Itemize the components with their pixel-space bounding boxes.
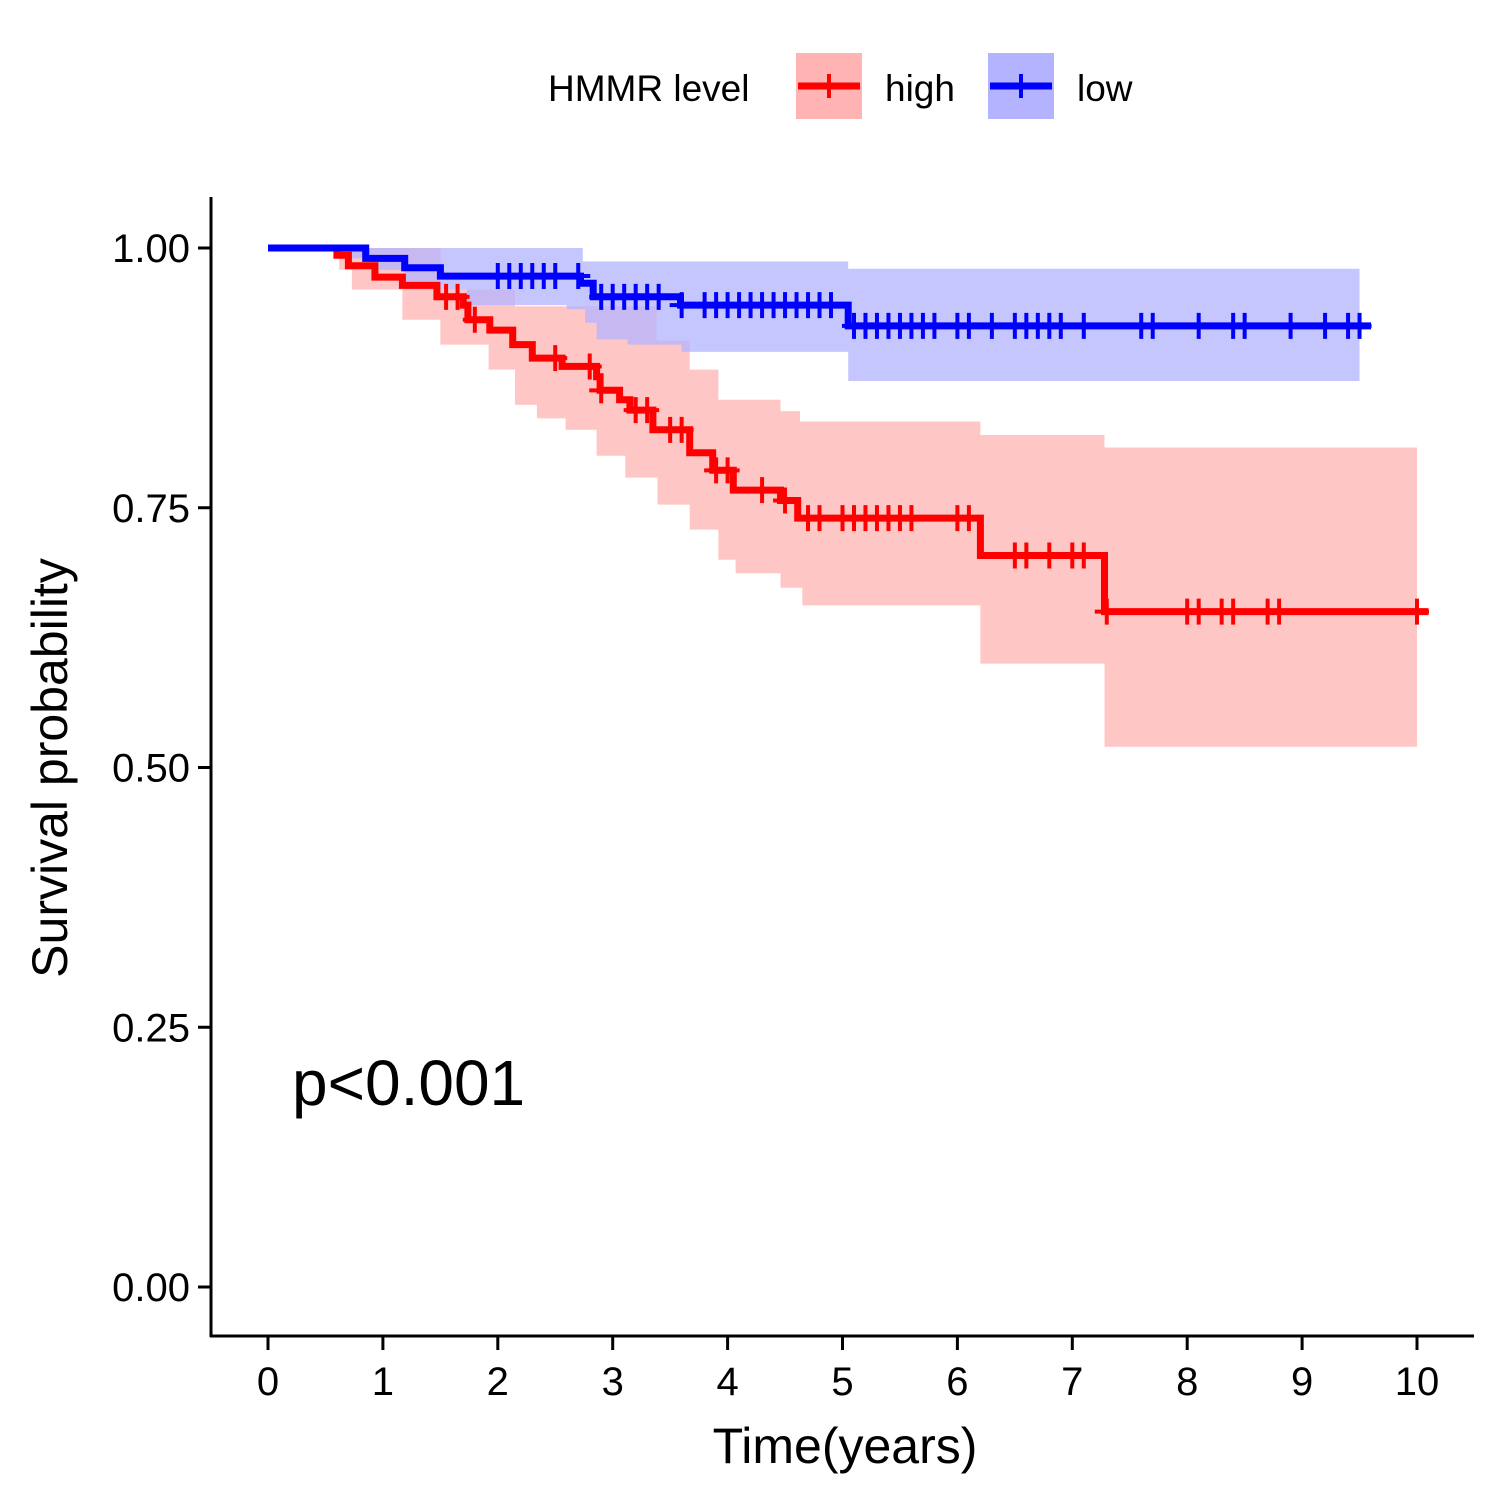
censor-mark-high [577, 353, 602, 380]
legend-key-low [988, 53, 1054, 119]
censor-mark-low [1347, 312, 1372, 339]
y-ticks: 0.00 0.25 0.50 0.75 1.00 [112, 227, 211, 1310]
censor-mark-low [956, 312, 981, 339]
censor-mark-low [1278, 312, 1303, 339]
p-value-annotation: p<0.001 [292, 1047, 525, 1119]
censor-mark-high [1221, 598, 1246, 625]
censor-mark-high [1094, 598, 1119, 625]
censor-mark-high [1071, 542, 1096, 569]
censor-mark-high [715, 457, 740, 484]
censor-mark-low [566, 263, 591, 290]
y-tick-label: 0.75 [112, 487, 190, 531]
confidence-bands [268, 248, 1417, 747]
censor-mark-high [589, 377, 614, 404]
y-tick-label: 0.50 [112, 747, 190, 791]
censor-mark-low [979, 312, 1004, 339]
legend: HMMR level high low [548, 53, 1133, 119]
censor-mark-high [462, 306, 487, 333]
legend-label-low: low [1077, 68, 1133, 109]
censor-mark-low [819, 292, 844, 319]
x-tick-label: 0 [257, 1360, 279, 1404]
censor-mark-low [1186, 312, 1211, 339]
ci-band-high [268, 248, 1417, 747]
x-tick-label: 5 [831, 1360, 853, 1404]
x-tick-label: 3 [602, 1360, 624, 1404]
censor-mark-high [1014, 542, 1039, 569]
y-axis-label: Survival probability [22, 558, 78, 978]
y-tick-label: 1.00 [112, 227, 190, 271]
x-tick-label: 2 [487, 1360, 509, 1404]
x-axis-label: Time(years) [713, 1418, 978, 1474]
y-tick-label: 0.00 [112, 1266, 190, 1310]
survival-curves [268, 244, 1429, 625]
censor-mark-high [807, 505, 832, 532]
censor-mark-high [445, 283, 470, 310]
censor-mark-low [922, 312, 947, 339]
censor-mark-high [635, 397, 660, 424]
survival-curve-high [268, 244, 1429, 616]
censor-mark-high [956, 505, 981, 532]
legend-title: HMMR level [548, 68, 749, 109]
censor-mark-high [543, 345, 568, 372]
censor-mark-high [1267, 598, 1292, 625]
censor-mark-high [1186, 598, 1211, 625]
censor-mark-low [1313, 312, 1338, 339]
censor-mark-high [899, 505, 924, 532]
censor-mark-low [646, 283, 671, 310]
censor-mark-high [750, 477, 775, 504]
ci-band-low [268, 248, 1360, 381]
censor-mark-high [1405, 598, 1429, 625]
censor-mark-low [543, 263, 568, 290]
x-tick-label: 1 [372, 1360, 394, 1404]
censor-mark-high [773, 487, 798, 514]
legend-label-high: high [885, 68, 955, 109]
x-tick-label: 6 [946, 1360, 968, 1404]
censor-mark-low [669, 292, 694, 319]
legend-key-high [796, 53, 862, 119]
censor-mark-high [1037, 542, 1062, 569]
censor-mark-low [1232, 312, 1257, 339]
censor-mark-high [669, 416, 694, 443]
x-tick-label: 8 [1176, 1360, 1198, 1404]
x-tick-label: 9 [1291, 1360, 1313, 1404]
x-tick-label: 4 [716, 1360, 738, 1404]
censor-mark-low [1048, 312, 1073, 339]
censor-mark-low [1140, 312, 1165, 339]
x-tick-label: 10 [1395, 1360, 1440, 1404]
x-ticks: 0 1 2 3 4 5 6 7 8 9 10 [257, 1336, 1439, 1404]
x-tick-label: 7 [1061, 1360, 1083, 1404]
y-tick-label: 0.25 [112, 1006, 190, 1050]
censor-mark-low [1071, 312, 1096, 339]
